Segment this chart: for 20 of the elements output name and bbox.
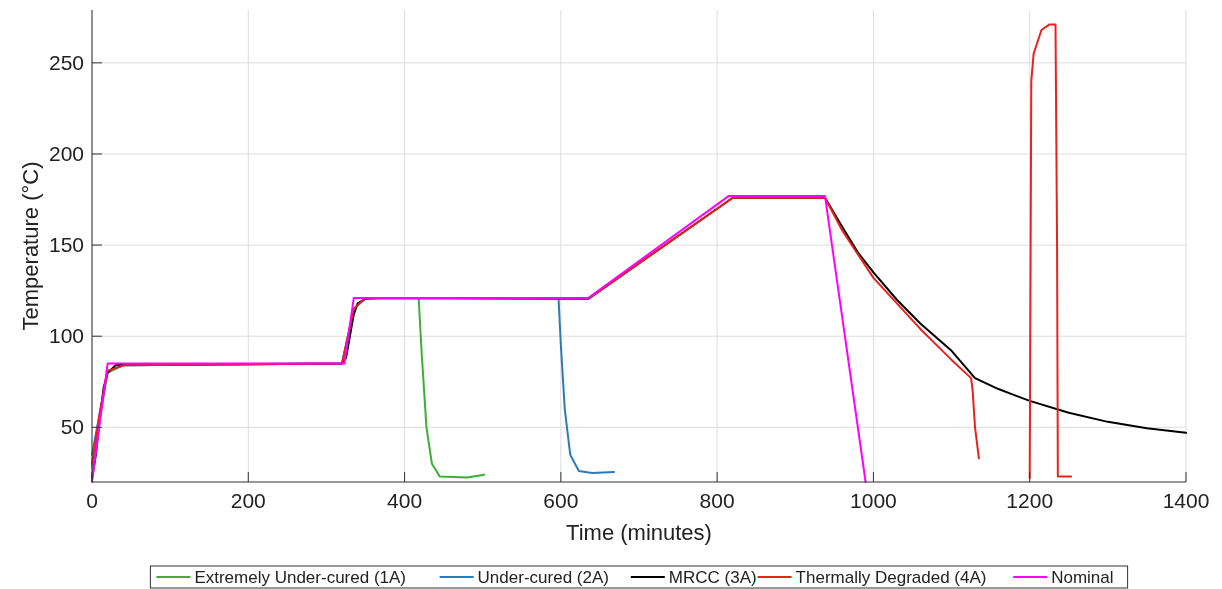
x-axis-title: Time (minutes) (566, 520, 712, 545)
y-tick-label: 200 (48, 141, 84, 165)
y-tick-label: 100 (48, 324, 84, 348)
y-tick-label: 250 (48, 50, 84, 74)
legend-label: Under-cured (2A) (477, 568, 609, 587)
x-tick-label: 400 (387, 489, 423, 512)
y-axis-title: Temperature (°C) (18, 161, 43, 331)
x-tick-label: 1400 (1162, 489, 1210, 512)
x-tick-label: 200 (230, 489, 266, 512)
legend-label: Nominal (1051, 568, 1114, 587)
y-tick-label: 150 (48, 233, 84, 257)
legend-label: MRCC (3A) (668, 568, 757, 587)
legend-label: Extremely Under-cured (1A) (194, 568, 407, 587)
y-tick-label: 50 (60, 415, 84, 439)
legend-label: Thermally Degraded (4A) (795, 568, 987, 587)
x-tick-label: 800 (699, 489, 735, 512)
x-tick-label: 600 (543, 489, 579, 512)
x-tick-label: 0 (86, 489, 98, 512)
x-tick-label: 1200 (1006, 489, 1054, 512)
x-tick-label: 1000 (850, 489, 897, 512)
